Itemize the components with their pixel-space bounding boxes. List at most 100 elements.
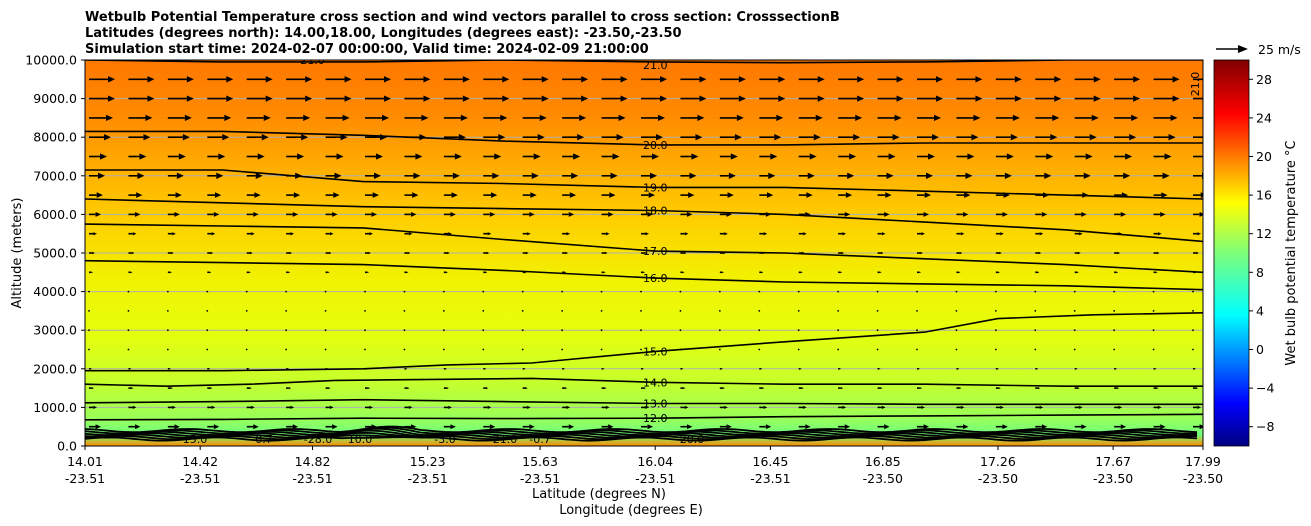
wind-vector — [442, 348, 445, 351]
wind-vector-head — [699, 76, 707, 83]
wind-vector-head — [849, 153, 857, 160]
wind-vector — [521, 310, 524, 312]
wind-vector-head — [216, 172, 224, 179]
wind-vector-head — [334, 172, 342, 179]
wind-vector — [482, 348, 485, 351]
contour-line-15 — [85, 312, 1203, 372]
wind-vector-head — [896, 76, 904, 83]
wind-vector-head — [172, 405, 176, 410]
wind-vector — [88, 348, 90, 351]
wind-vector-head — [763, 405, 768, 410]
x-tick-label-lon: -23.50 — [978, 471, 1018, 486]
wind-vector-head — [603, 368, 605, 370]
wind-vector-head — [446, 271, 448, 274]
wind-vector-head — [699, 95, 707, 102]
wind-vector-head — [490, 192, 498, 198]
wind-vector-head — [265, 76, 273, 83]
wind-vector-head — [1010, 134, 1018, 141]
wind-vector-head — [186, 76, 194, 83]
wind-vector-head — [1115, 368, 1118, 370]
wind-vector-head — [565, 251, 569, 255]
x-tick-label-lat: 17.26 — [980, 454, 1016, 469]
wind-vector — [166, 310, 169, 312]
wind-vector-head — [844, 211, 851, 217]
wind-vector-head — [963, 211, 969, 217]
wind-vector — [955, 329, 958, 332]
wind-vector — [403, 348, 406, 351]
wind-vector-head — [568, 424, 575, 430]
wind-vector-head — [96, 192, 103, 198]
wind-vector-head — [213, 211, 220, 217]
wind-vector-head — [1093, 95, 1101, 102]
wind-vector-head — [604, 251, 608, 255]
x-tick-label-lat: 15.23 — [410, 454, 446, 469]
wind-vector-head — [292, 211, 299, 217]
y-tick-label: 9000.0 — [33, 91, 77, 106]
wind-vector-head — [1118, 405, 1123, 410]
wind-vector-head — [642, 368, 644, 370]
wind-vector-head — [408, 405, 413, 410]
wind-vector-head — [95, 424, 101, 430]
wind-vector-head — [448, 405, 452, 410]
wind-vector-head — [132, 232, 137, 236]
wind-vector-head — [253, 424, 259, 430]
wind-vector-head — [880, 387, 883, 390]
wind-vector-head — [462, 76, 470, 83]
wind-vector-head — [171, 251, 174, 255]
wind-vector-head — [959, 387, 962, 390]
wind-vector-head — [106, 114, 113, 122]
wind-vector-head — [683, 251, 687, 255]
wind-vector-head — [682, 271, 685, 274]
contour-line-18 — [85, 198, 1203, 243]
wind-vector-head — [333, 192, 340, 198]
wind-vector-head — [384, 95, 391, 102]
wind-vector-head — [525, 387, 528, 390]
wind-vector-head — [328, 251, 332, 255]
wind-vector-head — [778, 76, 786, 83]
wind-vector-head — [1083, 172, 1091, 179]
wind-vector — [718, 310, 721, 312]
wind-vector-head — [919, 271, 921, 274]
wind-vector — [797, 348, 800, 351]
wind-vector-head — [612, 153, 620, 160]
wind-vector — [403, 310, 406, 312]
wind-vector — [127, 310, 130, 312]
wind-vector-head — [564, 387, 568, 390]
wind-vector-head — [1156, 251, 1160, 255]
wind-vector-head — [209, 271, 212, 274]
colorbar-tick-label: 12 — [1256, 226, 1272, 241]
wind-vector-head — [761, 271, 764, 274]
wind-vector-head — [423, 95, 431, 102]
wind-vector-head — [697, 114, 705, 122]
colorbar-tick-label: 4 — [1256, 303, 1264, 318]
wind-vector-head — [647, 211, 653, 217]
wind-vector-head — [305, 76, 313, 83]
x-tick-label-lon: -23.51 — [65, 471, 105, 486]
contour-label-17: 17.0 — [643, 245, 668, 258]
x-tick-label-lat: 16.04 — [637, 454, 673, 469]
wind-vector — [640, 310, 642, 312]
wind-vector-head — [91, 271, 93, 274]
wind-vector-head — [894, 114, 902, 122]
wind-vector-head — [1012, 114, 1020, 122]
wind-vector-head — [997, 368, 999, 370]
wind-vector — [1192, 290, 1194, 293]
wind-vector-head — [855, 114, 863, 122]
wind-vector-head — [487, 405, 492, 410]
colorbar-tick-label: 24 — [1256, 110, 1272, 125]
wind-vector-head — [926, 172, 933, 179]
wind-vector — [521, 290, 524, 293]
wind-vector-head — [650, 172, 657, 179]
wind-vector-head — [1123, 172, 1131, 179]
wind-vector-head — [1041, 211, 1048, 217]
wind-vector — [442, 310, 445, 312]
wind-vector-head — [800, 368, 802, 370]
wind-vector-head — [369, 232, 373, 236]
wind-vector-head — [210, 251, 214, 255]
wind-vector — [1073, 310, 1076, 312]
wind-vector-head — [213, 424, 220, 430]
wind-vector-head — [958, 271, 961, 274]
wind-vector-head — [527, 405, 531, 410]
wind-vector-head — [214, 192, 222, 198]
wind-vector-head — [563, 368, 566, 370]
